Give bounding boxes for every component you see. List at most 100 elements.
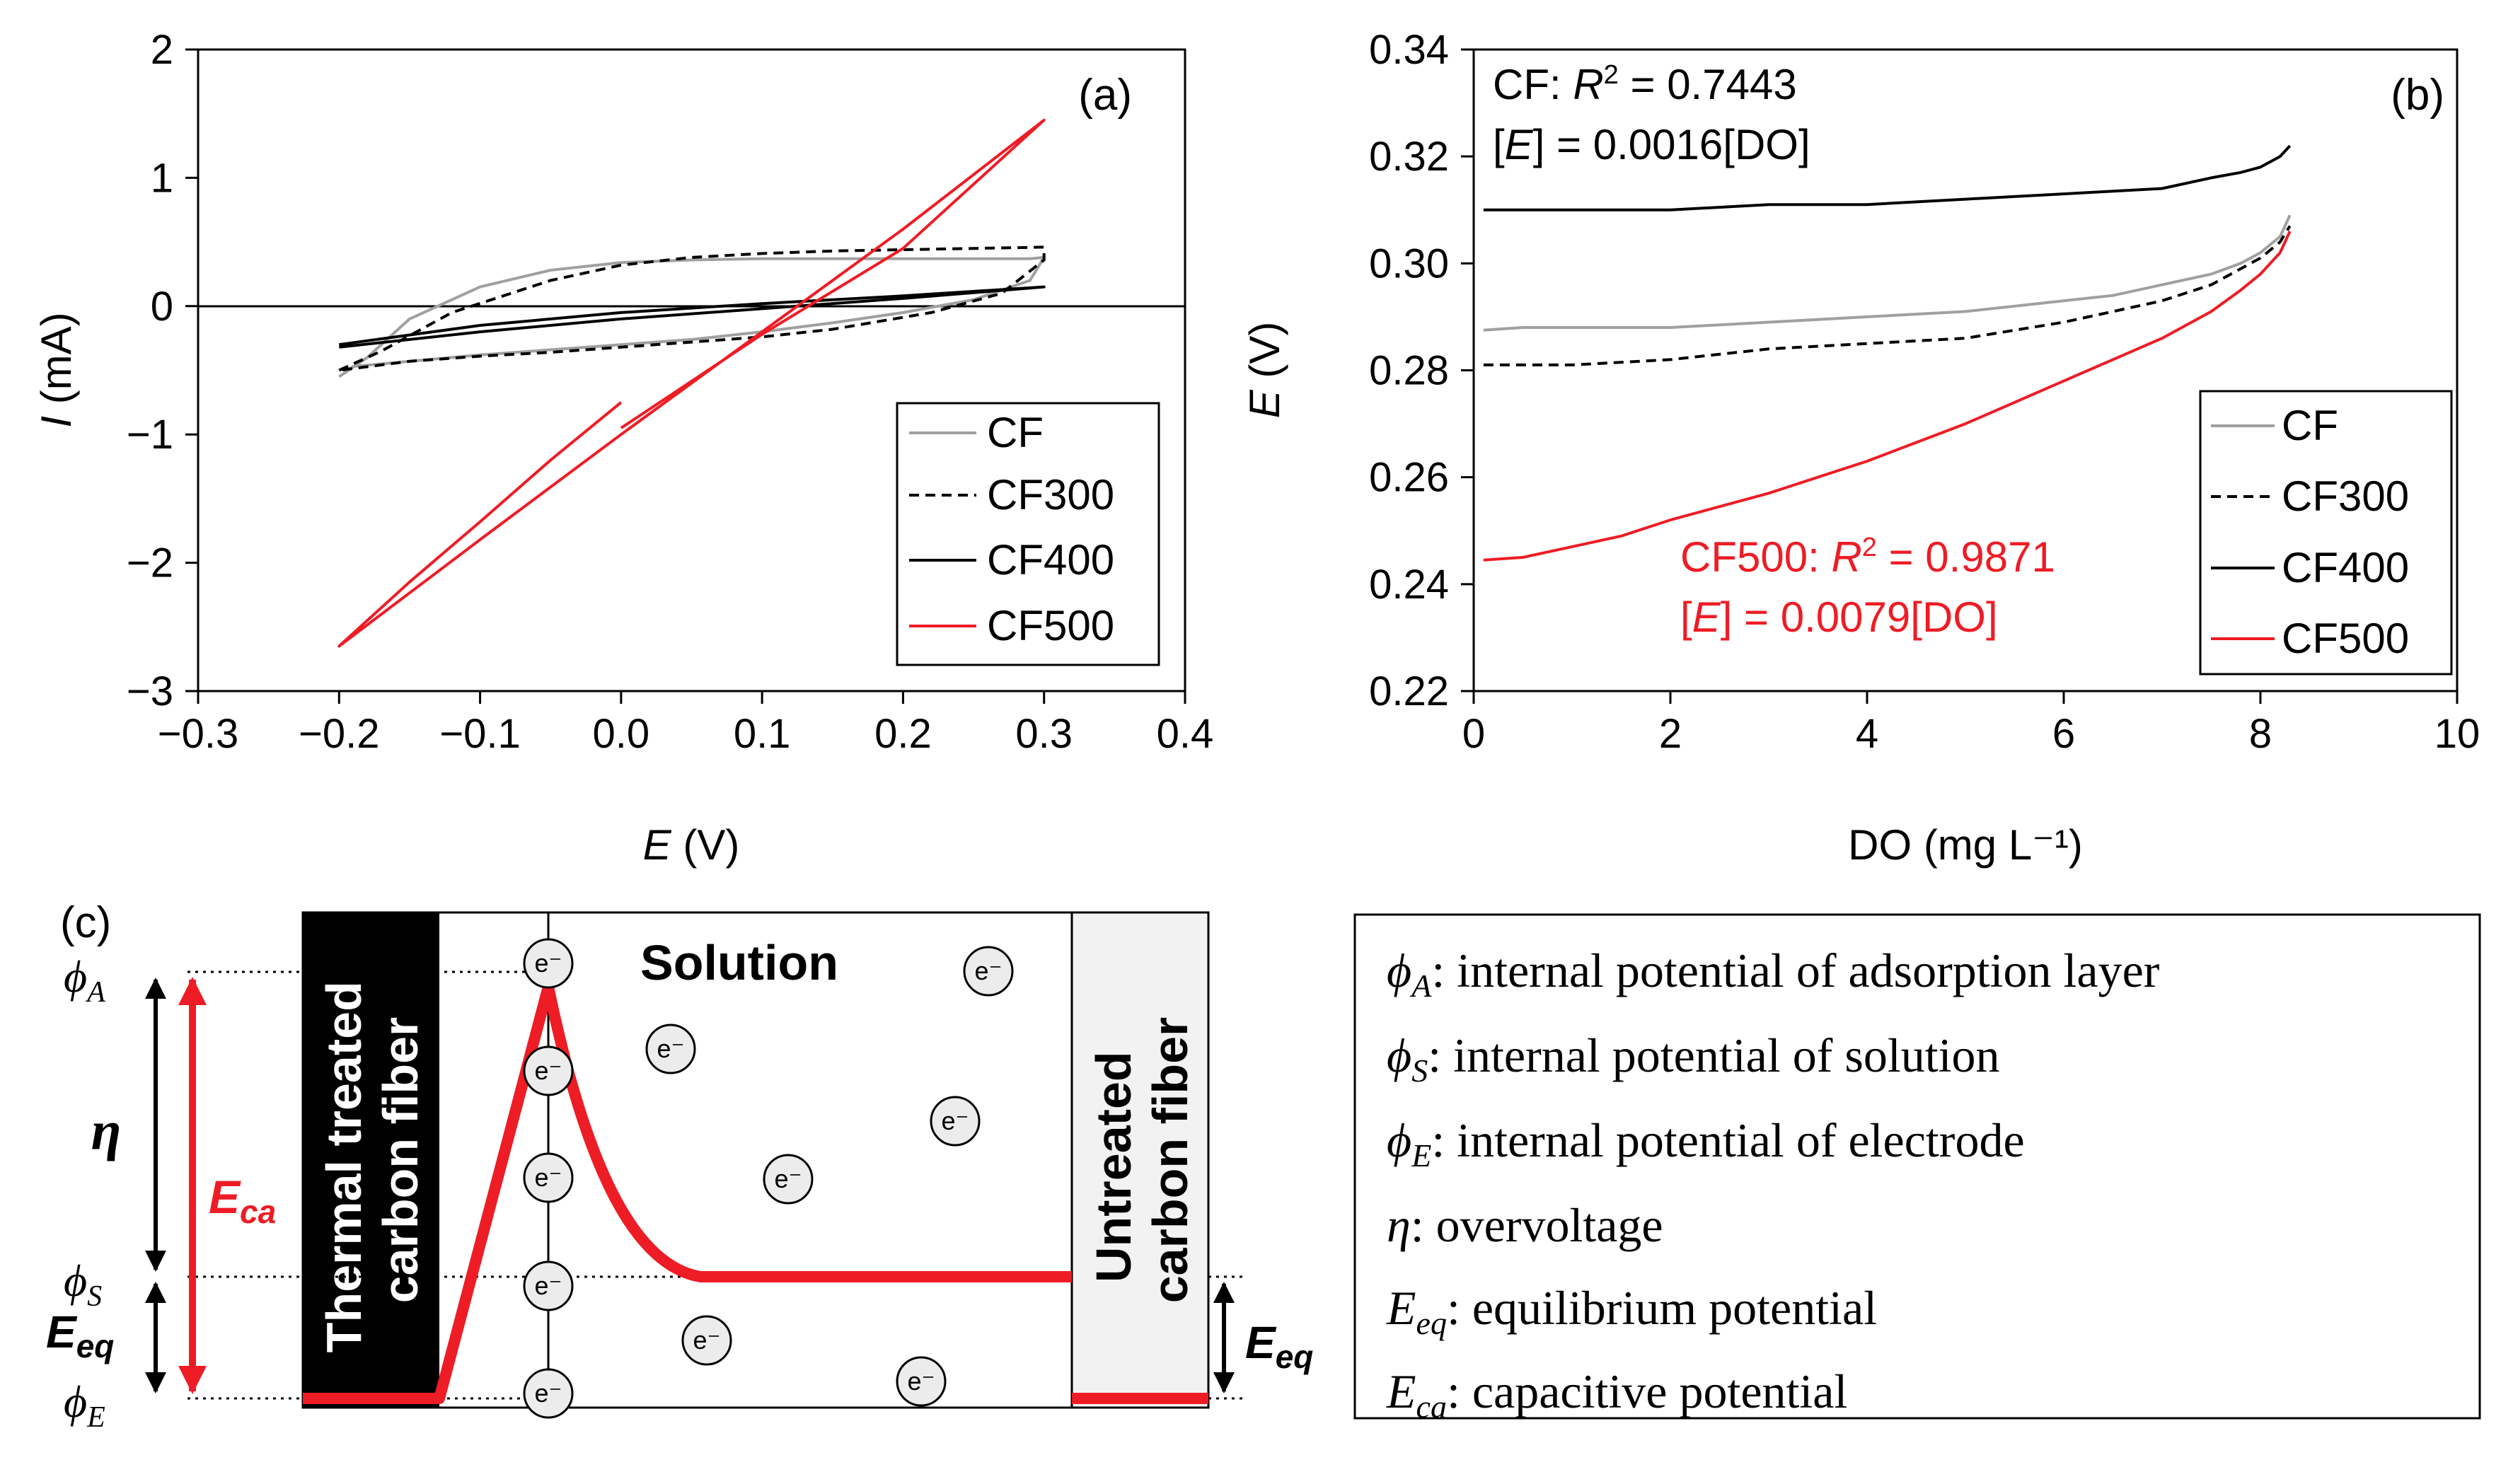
chart-b-series bbox=[1483, 144, 2292, 562]
electron-icon: e⁻ bbox=[523, 1045, 574, 1096]
solution-label: Solution bbox=[640, 935, 838, 990]
label-phi-a: ϕA bbox=[64, 951, 105, 1009]
legend-a-label-cf: CF bbox=[987, 409, 1044, 456]
left-electrode bbox=[303, 912, 439, 1408]
svg-text:e⁻: e⁻ bbox=[534, 1163, 562, 1192]
chart-a-ylabel: I (mA) bbox=[33, 312, 80, 427]
chart-b-xtick-label: 6 bbox=[2052, 711, 2075, 757]
chart-b-xtick-label: 2 bbox=[1659, 711, 1682, 757]
legend-b-label-cf300: CF300 bbox=[2282, 473, 2409, 520]
electron-icon: e⁻ bbox=[763, 1154, 814, 1205]
definition-eca: Eca: capacitive potential bbox=[1386, 1364, 1847, 1425]
chart-a-xtick-label: 0.2 bbox=[874, 711, 932, 757]
definition-phi-e: ϕE: internal potential of electrode bbox=[1387, 1113, 2025, 1173]
chart-a-ytick-label: −1 bbox=[127, 412, 173, 458]
chart-a-xtick-label: −0.3 bbox=[158, 711, 239, 757]
chart-a-xlabel: E (V) bbox=[643, 821, 740, 869]
right-electrode-label: Untreated carbon fiber bbox=[1086, 1017, 1198, 1304]
chart-b-xtick-label: 8 bbox=[2249, 711, 2272, 757]
chart-b-ytick-label: 0.26 bbox=[1369, 455, 1449, 501]
svg-text:e⁻: e⁻ bbox=[693, 1326, 720, 1355]
chart-b-xtick-label: 10 bbox=[2434, 711, 2480, 757]
chart-b-ytick-label: 0.24 bbox=[1369, 562, 1449, 608]
svg-text:e⁻: e⁻ bbox=[534, 1271, 562, 1300]
electron-icon: e⁻ bbox=[896, 1356, 947, 1407]
definition-phi-s: ϕS: internal potential of solution bbox=[1387, 1028, 2000, 1089]
chart-a-ytick-label: 2 bbox=[151, 27, 173, 73]
chart-a-series-cf500 bbox=[337, 118, 1046, 648]
chart-a-ytick-label: 0 bbox=[151, 284, 173, 330]
svg-text:e⁻: e⁻ bbox=[534, 1056, 562, 1085]
definitions-box: ϕA: internal potential of adsorption lay… bbox=[1353, 913, 2481, 1425]
diagram-c-panel-label: (c) bbox=[60, 898, 111, 947]
chart-b-ytick-label: 0.32 bbox=[1369, 134, 1449, 180]
definition-eta: η: overvoltage bbox=[1387, 1198, 1663, 1252]
label-phi-e: ϕE bbox=[64, 1376, 105, 1434]
chart-b-xlabel: DO (mg L⁻¹) bbox=[1848, 821, 2083, 869]
diagram-c: (c) Thermal treated carbon fiber Untreat… bbox=[46, 898, 1313, 1434]
chart-a-panel-label: (a) bbox=[1078, 71, 1132, 120]
chart-b-panel-label: (b) bbox=[2391, 71, 2444, 120]
chart-b-ytick-label: 0.30 bbox=[1369, 240, 1449, 286]
solution-electrons: e⁻ e⁻ e⁻ e⁻ e⁻ e⁻ bbox=[645, 946, 1014, 1407]
chart-b-legend-box bbox=[2199, 390, 2453, 676]
label-phi-s: ϕS bbox=[64, 1256, 102, 1313]
legend-b-label-cf400: CF400 bbox=[2282, 544, 2409, 591]
chart-a-xtick-label: 0.3 bbox=[1015, 711, 1073, 757]
chart-b-xtick-label: 0 bbox=[1462, 711, 1485, 757]
chart-b-series-cf500 bbox=[1483, 231, 2292, 562]
legend-a-label-cf300: CF300 bbox=[987, 471, 1114, 518]
chart-a-series-cf400 bbox=[339, 285, 1046, 349]
electron-icon: e⁻ bbox=[523, 938, 574, 989]
chart-a-xtick-label: −0.2 bbox=[299, 711, 380, 757]
svg-text:e⁻: e⁻ bbox=[534, 1379, 562, 1408]
annotation-cf500-equation: [E] = 0.0079[DO] bbox=[1680, 593, 1998, 641]
chart-a-series bbox=[337, 118, 1046, 648]
electron-icon: e⁻ bbox=[963, 946, 1014, 997]
chart-b-legend: CF CF300 CF400 CF500 bbox=[2199, 390, 2453, 676]
annotation-cf500-r2: CF500: R2 = 0.9871 bbox=[1680, 533, 2055, 581]
legend-a-label-cf400: CF400 bbox=[987, 536, 1114, 584]
potential-profile-curve bbox=[303, 981, 1072, 1404]
chart-b-ytick-label: 0.22 bbox=[1369, 668, 1449, 714]
svg-text:e⁻: e⁻ bbox=[941, 1106, 969, 1135]
chart-b-ticks: 0 2 4 6 8 10 0.22 0.24 0.26 0.28 0.30 0.32 0.34 bbox=[1369, 27, 2480, 757]
chart-b-ytick-label: 0.34 bbox=[1369, 27, 1449, 73]
chart-a-ytick-label: 1 bbox=[151, 155, 173, 201]
chart-b-xtick-label: 4 bbox=[1856, 711, 1878, 757]
chart-b-ytick-label: 0.28 bbox=[1369, 348, 1449, 394]
chart-a-legend-box bbox=[896, 402, 1160, 666]
label-eq-right: Eeq bbox=[1245, 1317, 1313, 1375]
chart-a: −0.3 −0.2 −0.1 0.0 0.1 0.2 0.3 0.4 −3 −2 −1 0 1 2 (a)… bbox=[33, 27, 1213, 869]
definition-phi-a: ϕA: internal potential of adsorption lay… bbox=[1387, 944, 2160, 1004]
chart-a-xtick-label: −0.1 bbox=[439, 711, 521, 757]
label-eq-left: Eeq bbox=[46, 1306, 114, 1364]
chart-b-series-cf bbox=[1483, 214, 2292, 332]
label-eta: η bbox=[91, 1100, 122, 1161]
chart-b-series-cf300 bbox=[1483, 225, 2292, 366]
chart-a-series-cf300 bbox=[338, 245, 1046, 372]
chart-a-legend: CF CF300 CF400 CF500 bbox=[896, 402, 1160, 666]
chart-a-ytick-label: −3 bbox=[127, 668, 173, 714]
legend-a-label-cf500: CF500 bbox=[987, 602, 1114, 649]
definition-eeq: Eeq: equilibrium potential bbox=[1386, 1281, 1877, 1341]
left-electrode-label: Thermal treated carbon fiber bbox=[316, 968, 428, 1353]
svg-text:e⁻: e⁻ bbox=[657, 1034, 684, 1063]
svg-text:e⁻: e⁻ bbox=[774, 1164, 802, 1193]
electron-icon: e⁻ bbox=[681, 1315, 732, 1366]
definitions-frame bbox=[1353, 913, 2481, 1420]
chart-a-frame bbox=[197, 48, 1186, 692]
annotation-cf-r2: CF: R2 = 0.7443 bbox=[1493, 60, 1797, 108]
electron-icon: e⁻ bbox=[523, 1152, 574, 1203]
adsorbed-electrons: e⁻ e⁻ e⁻ e⁻ e⁻ bbox=[523, 938, 574, 1419]
chart-a-ytick-label: −2 bbox=[127, 540, 173, 586]
electron-icon: e⁻ bbox=[645, 1024, 696, 1074]
chart-a-xtick-label: 0.0 bbox=[593, 711, 650, 757]
electron-icon: e⁻ bbox=[523, 1260, 574, 1311]
legend-b-label-cf: CF bbox=[2282, 402, 2338, 449]
chart-b-ylabel: E (V) bbox=[1241, 322, 1288, 419]
electron-icon: e⁻ bbox=[930, 1096, 981, 1147]
svg-text:e⁻: e⁻ bbox=[974, 956, 1002, 985]
chart-b-series-cf400 bbox=[1483, 144, 2292, 211]
